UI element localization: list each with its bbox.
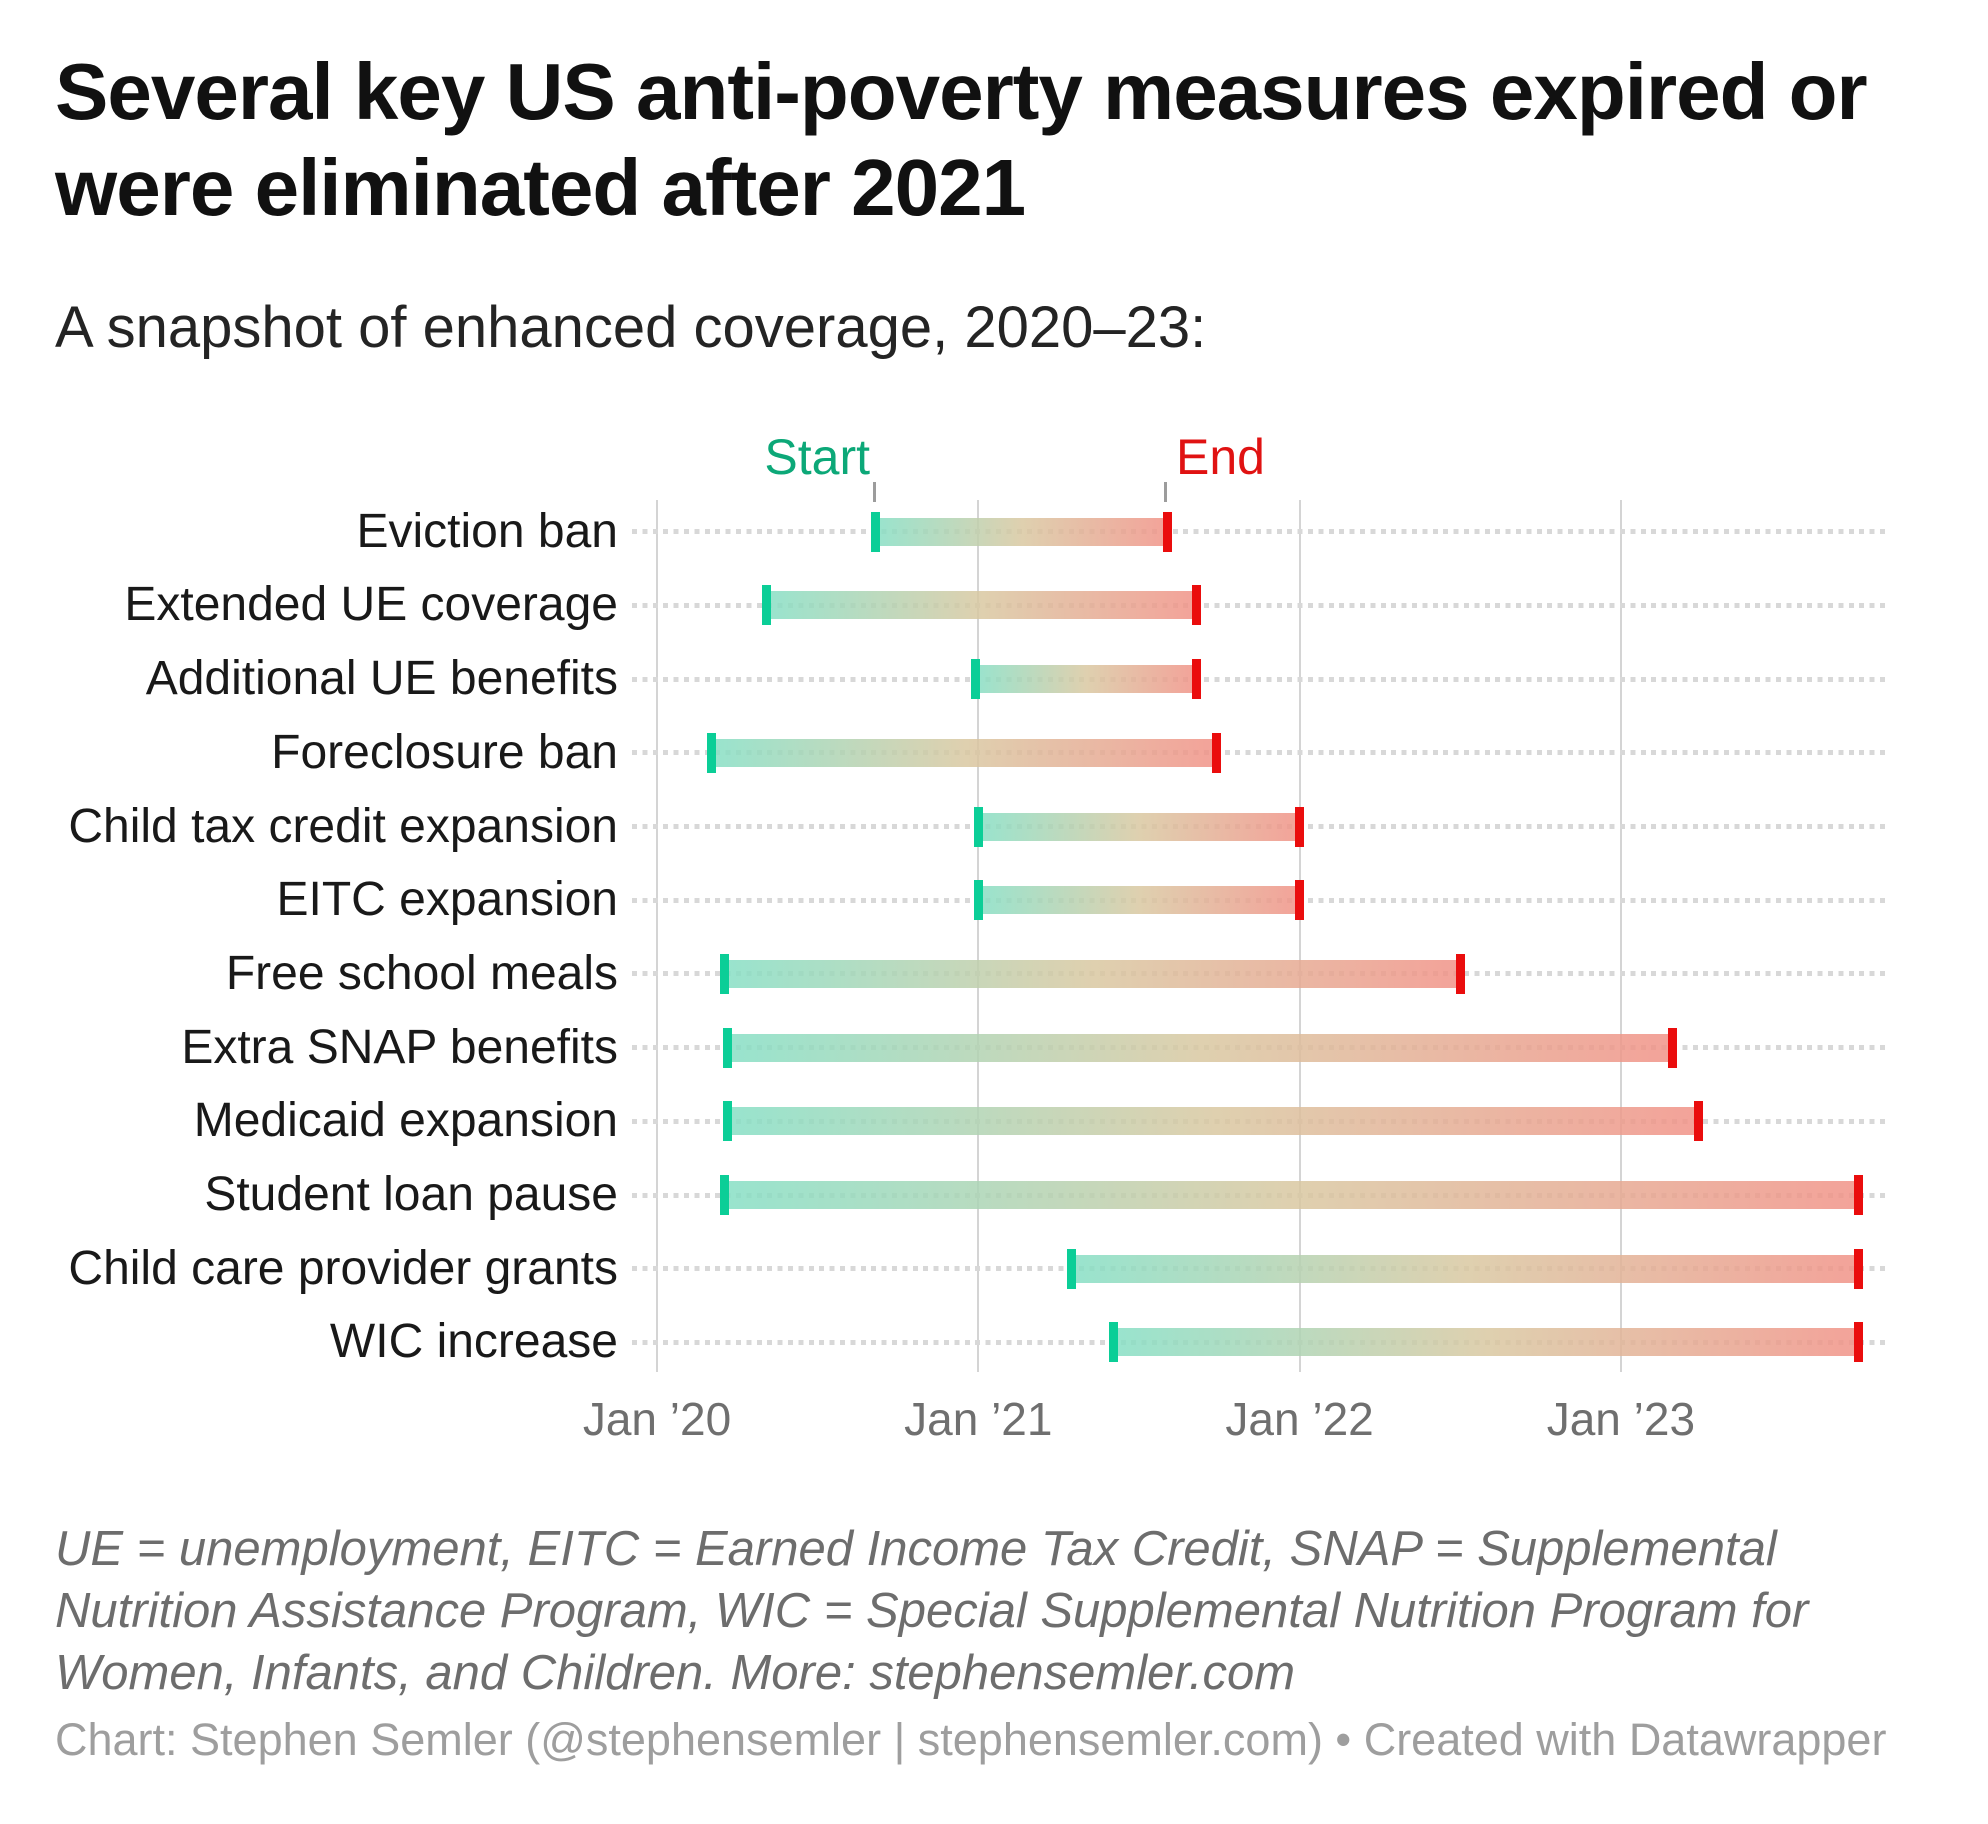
range-bar bbox=[1113, 1328, 1859, 1357]
end-cap bbox=[1163, 511, 1173, 552]
leader-dotted-line bbox=[632, 529, 1886, 535]
row-label: Child care provider grants bbox=[68, 1241, 618, 1295]
end-annotation-label: End bbox=[1176, 429, 1265, 485]
start-cap bbox=[719, 953, 729, 994]
start-cap bbox=[973, 880, 983, 921]
end-cap bbox=[1693, 1101, 1703, 1142]
x-axis-tick-label: Jan ’21 bbox=[904, 1393, 1053, 1445]
footnotes: UE = unemployment, EITC = Earned Income … bbox=[55, 1522, 1809, 1700]
row-label: EITC expansion bbox=[276, 873, 618, 927]
range-bar bbox=[1071, 1254, 1859, 1283]
end-cap bbox=[1854, 1175, 1864, 1215]
start-cap bbox=[723, 1027, 733, 1068]
range-bar bbox=[727, 1033, 1673, 1062]
range-bar bbox=[727, 1107, 1698, 1136]
range-bar bbox=[766, 591, 1197, 620]
range-bar bbox=[875, 517, 1168, 546]
vertical-gridline bbox=[1619, 500, 1622, 1372]
row-label: Extra SNAP benefits bbox=[181, 1020, 618, 1074]
end-cap bbox=[1192, 585, 1202, 626]
end-cap bbox=[1192, 659, 1202, 700]
leader-dotted-line bbox=[632, 676, 1886, 682]
start-cap bbox=[719, 1175, 729, 1215]
start-cap bbox=[973, 806, 983, 847]
vertical-gridline bbox=[656, 500, 658, 1372]
range-bar bbox=[711, 738, 1217, 767]
start-cap bbox=[707, 732, 717, 773]
x-axis-tick-label: Jan ’23 bbox=[1546, 1393, 1696, 1445]
start-annotation-label: Start bbox=[764, 429, 870, 485]
range-bar bbox=[978, 886, 1300, 915]
row-label: Additional UE benefits bbox=[145, 652, 618, 706]
end-cap bbox=[1295, 880, 1305, 921]
start-cap bbox=[761, 585, 771, 626]
row-label: Extended UE coverage bbox=[124, 578, 618, 632]
chart-subtitle: A snapshot of enhanced coverage, 2020–23… bbox=[55, 295, 1207, 360]
end-cap bbox=[1211, 732, 1221, 773]
leader-dotted-line bbox=[632, 750, 1886, 756]
start-cap bbox=[970, 659, 980, 700]
end-cap bbox=[1455, 953, 1465, 994]
range-bar bbox=[978, 812, 1300, 841]
start-cap bbox=[1066, 1248, 1076, 1289]
start-cap bbox=[870, 511, 880, 552]
end-cap bbox=[1667, 1027, 1677, 1068]
row-label: Free school meals bbox=[225, 946, 618, 1000]
row-label: Eviction ban bbox=[356, 504, 619, 558]
row-label: Student loan pause bbox=[204, 1168, 618, 1221]
end-cap bbox=[1854, 1248, 1864, 1289]
range-bar bbox=[724, 1181, 1859, 1209]
credit-line: Chart: Stephen Semler (@stephensemler | … bbox=[55, 1714, 1887, 1765]
start-cap bbox=[723, 1101, 733, 1142]
row-label: Medicaid expansion bbox=[193, 1094, 618, 1148]
row-label: Foreclosure ban bbox=[271, 725, 618, 779]
chart-title: Several key US anti-poverty measures exp… bbox=[55, 47, 1868, 232]
row-label: Child tax credit expansion bbox=[68, 799, 618, 853]
end-cap bbox=[1854, 1322, 1864, 1363]
range-bar bbox=[724, 959, 1461, 988]
start-cap bbox=[1108, 1322, 1118, 1363]
end-annotation-tick bbox=[1164, 482, 1167, 502]
x-axis-tick-label: Jan ’20 bbox=[582, 1393, 732, 1445]
vertical-gridline bbox=[977, 500, 980, 1372]
start-annotation-tick bbox=[873, 482, 876, 502]
range-bar bbox=[975, 665, 1197, 694]
leader-dotted-line bbox=[632, 602, 1886, 608]
end-cap bbox=[1295, 806, 1305, 847]
row-label: WIC increase bbox=[329, 1315, 618, 1369]
x-axis-tick-label: Jan ’22 bbox=[1225, 1393, 1374, 1445]
vertical-gridline bbox=[1298, 500, 1301, 1372]
